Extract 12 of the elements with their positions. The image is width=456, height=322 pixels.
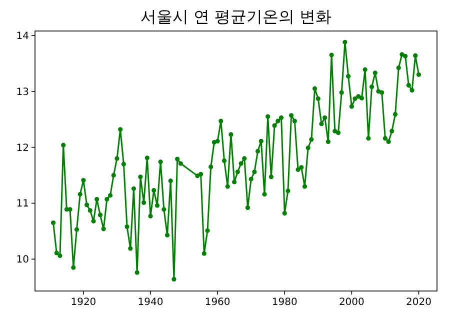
- x-tick-label: 1960: [204, 297, 230, 308]
- y-tick-label: 13: [16, 86, 29, 98]
- chart-title: 서울시 연 평균기온의 변화: [140, 7, 332, 26]
- x-tick-label: 1920: [70, 297, 96, 308]
- y-tick-label: 10: [16, 254, 29, 266]
- x-tick-label: 1940: [138, 297, 164, 308]
- y-tick-label: 14: [16, 30, 29, 42]
- x-tick-label: 1980: [272, 297, 298, 308]
- y-tick-label: 11: [16, 198, 29, 210]
- y-tick-label: 12: [16, 142, 29, 154]
- x-tick-label: 2020: [406, 297, 432, 308]
- x-tick-label: 2000: [338, 297, 364, 308]
